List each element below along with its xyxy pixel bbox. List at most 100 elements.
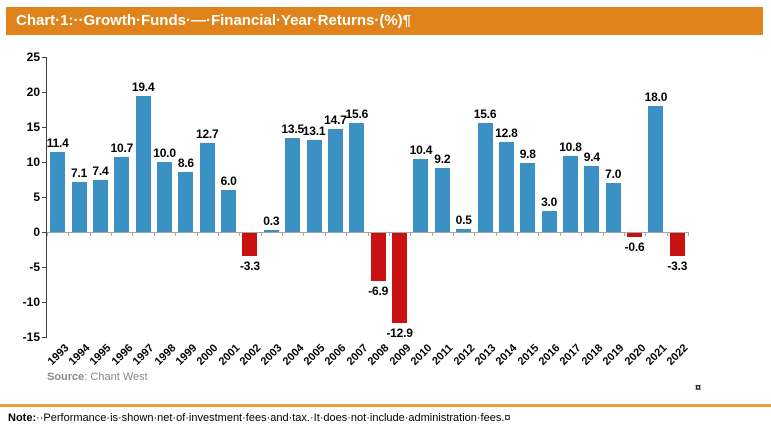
bar-2010 [413,159,429,232]
value-label-2012: 0.5 [455,212,472,227]
value-label-2013: 15.6 [473,106,497,121]
y-axis-label: -15 [22,330,40,344]
source-line: Source: Chant West [47,371,148,383]
bar-2017 [562,156,578,232]
x-axis-tick [388,232,390,236]
x-axis-tick [68,232,70,236]
x-axis-tick [538,232,540,236]
y-axis-tick [42,337,46,338]
bar-2001 [221,190,237,232]
y-axis-label: 0 [33,225,40,239]
x-axis-tick [367,232,369,236]
value-label-2019: 7.0 [605,167,622,181]
value-label-2003: 0.3 [263,213,280,228]
value-label-2004: 13.5 [281,121,304,136]
y-axis-label: 20 [26,85,40,99]
x-axis-tick [217,232,219,236]
value-label-2007: 15.6 [345,106,369,121]
value-label-2022: -3.3 [667,259,688,274]
value-label-2014: 12.8 [495,126,518,141]
y-axis-tick [42,162,46,163]
value-label-2018: 9.4 [583,150,600,165]
source-text: : Chant West [84,371,148,383]
bar-2002 [242,233,258,257]
bar-2019 [605,183,621,232]
x-axis-tick [89,232,91,236]
bar-2007 [349,122,365,232]
note-text: ··Performance·is·shown·net·of·investment… [36,412,505,424]
bar-2005 [306,140,322,232]
bar-1996 [114,157,130,232]
x-axis-tick [666,232,668,236]
x-axis-tick [260,232,262,236]
x-axis-tick [474,232,476,236]
value-label-1997: 19.4 [131,80,155,95]
y-axis-label: 5 [33,190,40,204]
bar-1995 [92,180,108,232]
bar-2022 [669,233,685,257]
end-of-cell-marker: ¤ [695,382,702,394]
y-axis-label: 15 [26,120,40,134]
value-label-2008: -6.9 [368,284,389,299]
bar-1997 [135,96,151,232]
bar-1998 [157,162,173,232]
bar-2006 [327,129,343,232]
x-axis-tick [196,232,198,236]
x-axis-tick [282,232,284,236]
note-label: Note: [8,412,37,424]
value-label-2006: 14.7 [324,113,347,128]
chart-title-bar: Chart·1:··Growth·Funds·—·Financial·Year·… [6,7,763,35]
x-axis-tick [559,232,561,236]
bar-1993 [50,152,66,232]
note-line: Note:··Performance·is·shown·net·of·inves… [8,412,511,424]
bar-2012 [456,228,472,232]
y-axis-line [46,57,47,338]
x-axis-tick [410,232,412,236]
note-end-marker: ¤ [504,412,511,424]
bar-2000 [199,143,215,232]
x-axis-tick [346,232,348,236]
value-label-2010: 10.4 [409,143,433,158]
x-axis-tick [303,232,305,236]
bar-2016 [541,211,557,232]
x-axis-tick [132,232,134,236]
value-label-1993: 11.4 [46,136,69,151]
y-axis-label: 10 [26,155,40,169]
value-label-2002: -3.3 [240,259,260,274]
y-axis-tick [42,197,46,198]
value-label-1994: 7.1 [71,166,88,181]
x-axis-tick [645,232,647,236]
value-label-1995: 7.4 [92,164,109,179]
bar-2011 [434,167,450,232]
value-label-2015: 9.8 [519,147,536,162]
value-label-2001: 6.0 [220,174,237,188]
value-label-2021: 18.0 [644,90,668,104]
bar-1994 [71,182,87,232]
bar-2014 [498,142,514,232]
value-label-2016: 3.0 [541,195,558,209]
value-label-1998: 10.0 [153,146,176,160]
bar-2015 [520,163,536,232]
value-label-2009: -12.9 [386,326,413,341]
y-axis-tick [42,92,46,93]
value-label-2011: 9.2 [434,151,451,166]
bar-2009 [392,233,408,324]
x-axis-tick [324,232,326,236]
x-axis-tick [153,232,155,236]
x-axis-tick [431,232,433,236]
bar-2018 [584,166,600,232]
source-label: Source [47,371,85,383]
y-axis-tick [42,267,46,268]
bar-1999 [178,171,194,232]
x-axis-tick [495,232,497,236]
value-label-2020: -0.6 [624,240,645,255]
value-label-2005: 13.1 [302,124,326,139]
bar-2013 [477,122,493,232]
bar-2020 [627,233,643,238]
x-axis-tick [623,232,625,236]
y-axis-tick [42,57,46,58]
value-label-1996: 10.7 [110,141,134,156]
divider-rule [0,404,771,407]
bar-2003 [263,229,279,232]
